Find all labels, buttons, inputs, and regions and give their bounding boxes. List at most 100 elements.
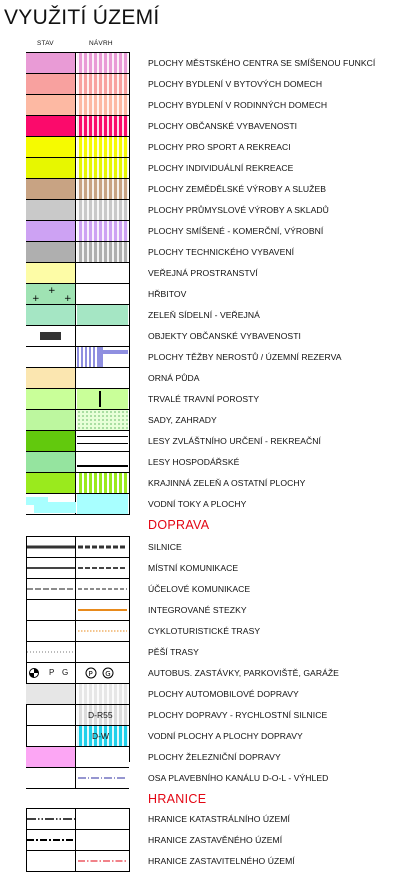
symbol-existing (26, 809, 76, 829)
swatch-proposed (77, 242, 128, 262)
legend-row (26, 431, 128, 451)
legend-row: D-W (26, 726, 128, 746)
legend-row (26, 200, 128, 220)
swatch-proposed (77, 389, 128, 409)
swatch-existing (26, 473, 76, 493)
row-divider (26, 808, 129, 809)
row-divider (26, 262, 129, 263)
row-divider (26, 472, 129, 473)
legend-label: OBJEKTY OBČANSKÉ VYBAVENOSTI (148, 331, 301, 341)
symbol-existing (26, 684, 76, 704)
legend-label: SADY, ZAHRADY (148, 415, 217, 425)
swatch-proposed (77, 116, 128, 136)
legend-row (26, 621, 128, 641)
row-divider (26, 578, 129, 579)
legend-label: PLOCHY ZEMĚDĚLSKÉ VÝROBY A SLUŽEB (148, 184, 327, 194)
swatch-existing (26, 95, 76, 115)
legend-row (26, 558, 128, 578)
row-divider (26, 536, 129, 537)
svg-text:P: P (89, 670, 93, 678)
symbol-proposed (77, 768, 128, 788)
swatch-proposed (77, 305, 128, 325)
symbol-proposed (77, 537, 128, 557)
column-header-navrh: NÁVRH (89, 40, 113, 47)
legend-row (26, 263, 128, 283)
swatch-proposed (77, 284, 128, 304)
swatch-existing (26, 221, 76, 241)
section-title-doprava: DOPRAVA (148, 518, 210, 532)
legend-row (26, 116, 128, 136)
row-divider (26, 199, 129, 200)
bus-stop-icon (29, 668, 39, 678)
legend-row (26, 452, 128, 472)
swatch-proposed (77, 158, 128, 178)
row-divider (26, 178, 129, 179)
legend-row: D-R55 (26, 705, 128, 725)
symbol-existing (26, 726, 76, 746)
symbol-proposed (77, 747, 128, 767)
transport-grid (26, 536, 130, 762)
legend-row (26, 158, 128, 178)
symbol-existing (26, 851, 76, 871)
legend-row (26, 305, 128, 325)
legend-row (26, 53, 128, 73)
legend-label: PLOCHY TECHNICKÉHO VYBAVENÍ (148, 247, 295, 257)
row-divider (26, 767, 129, 768)
column-header-stav: STAV (37, 40, 54, 47)
legend-row (26, 747, 128, 767)
legend-label: SILNICE (148, 542, 182, 552)
legend-label: AUTOBUS. ZASTÁVKY, PARKOVIŠTĚ, GARÁŽE (148, 668, 339, 678)
swatch-existing (26, 53, 76, 73)
legend-row (26, 809, 128, 829)
legend-row (26, 684, 128, 704)
row-divider (26, 557, 129, 558)
swatch-existing: + + + (26, 284, 76, 304)
legend-row (26, 579, 128, 599)
legend-label: PLOCHY SMÍŠENÉ - KOMERČNÍ, VÝROBNÍ (148, 226, 324, 236)
row-divider (26, 115, 129, 116)
svg-text:+: + (64, 294, 72, 304)
symbol-existing (26, 830, 76, 850)
symbol-proposed (77, 684, 128, 704)
swatch-existing (26, 179, 76, 199)
swatch-existing (26, 431, 76, 451)
row-divider (26, 52, 129, 53)
swatch-existing (26, 305, 76, 325)
swatch-proposed (77, 200, 128, 220)
symbol-proposed: D-W (77, 726, 128, 746)
symbol-existing (26, 642, 76, 662)
swatch-proposed (77, 473, 128, 493)
swatch-existing (26, 263, 76, 283)
swatch-existing (26, 347, 76, 367)
row-divider (26, 283, 129, 284)
row-divider (26, 514, 129, 515)
row-divider (26, 325, 129, 326)
swatch-proposed (77, 347, 128, 367)
symbol-existing (26, 621, 76, 641)
legend-label: HŘBITOV (148, 289, 187, 299)
legend-label: CYKLOTURISTICKÉ TRASY (148, 626, 261, 636)
legend-row (26, 95, 128, 115)
symbol-existing (26, 705, 76, 725)
section-title-hranice: HRANICE (148, 792, 207, 806)
legend-row (26, 410, 128, 430)
row-divider (26, 409, 129, 410)
row-divider (26, 683, 129, 684)
symbol-proposed (77, 830, 128, 850)
row-divider (26, 620, 129, 621)
legend-label: PĚŠÍ TRASY (148, 647, 199, 657)
legend-label: PLOCHY MĚSTSKÉHO CENTRA SE SMÍŠENOU FUNK… (148, 58, 376, 68)
row-divider (26, 704, 129, 705)
row-divider (26, 746, 129, 747)
symbol-proposed (77, 621, 128, 641)
legend-row (26, 137, 128, 157)
legend-row (26, 642, 128, 662)
row-divider (26, 136, 129, 137)
symbol-proposed: D-R55 (77, 705, 128, 725)
svg-text:G: G (105, 670, 110, 678)
legend-label: VODNÍ TOKY A PLOCHY (148, 499, 247, 509)
swatch-existing (26, 200, 76, 220)
swatch-existing (26, 242, 76, 262)
